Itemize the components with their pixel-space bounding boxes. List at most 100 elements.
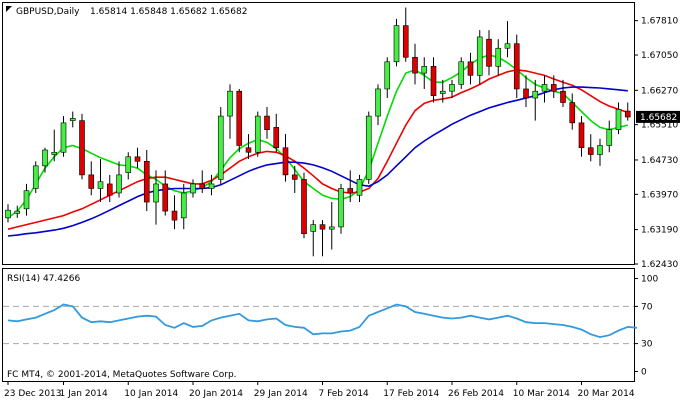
candle-body-down	[587, 147, 594, 155]
candle	[560, 79, 566, 108]
candle	[69, 111, 76, 128]
candle-body-down	[88, 174, 95, 189]
candle	[217, 107, 224, 184]
candle	[439, 79, 446, 103]
rsi-title: RSI(14) 47.4266	[7, 274, 80, 284]
candle	[476, 30, 483, 85]
candle	[384, 57, 391, 98]
candle	[375, 84, 381, 126]
date-tick-label: 29 Jan 2014	[254, 389, 308, 399]
rsi-axis-labels: 100 70 30 0	[634, 275, 658, 377]
candle-body-up	[227, 90, 233, 117]
candle	[5, 204, 11, 223]
date-tick-label: 23 Dec 2013	[4, 389, 62, 399]
price-tick-label: 1.65510	[641, 121, 678, 131]
candle	[60, 116, 67, 157]
candle-body-down	[245, 147, 252, 153]
footer-copyright: FC MT4, © 2001-2014, MetaQuotes Software…	[7, 370, 237, 380]
candle	[319, 220, 326, 257]
candle	[615, 102, 622, 135]
candle	[328, 202, 335, 250]
candle	[449, 79, 455, 98]
candle	[458, 57, 465, 89]
candle-body-up	[495, 47, 502, 67]
rsi-series-line	[7, 303, 638, 339]
date-tick-label: 17 Feb 2014	[383, 389, 439, 399]
candle	[550, 75, 557, 98]
candle-body-down	[412, 56, 418, 74]
candle-body-down	[236, 90, 243, 146]
rsi-tick-label: 100	[641, 275, 658, 285]
candle-body-down	[578, 122, 585, 149]
candle-body-down	[134, 156, 141, 162]
candle	[523, 75, 529, 108]
candle	[180, 183, 187, 230]
candle	[430, 57, 437, 103]
price-axis-labels: 1.67810 1.67050 1.66270 1.65510 1.64730 1.639…	[634, 17, 678, 270]
candle-body-up	[23, 190, 30, 210]
candle	[79, 113, 85, 180]
candle	[208, 174, 215, 196]
main-panel-frame	[2, 2, 635, 265]
candle	[587, 134, 594, 162]
candle	[282, 134, 289, 182]
candle-body-down	[199, 183, 206, 189]
date-tick-label: 20 Jan 2014	[189, 389, 243, 399]
candle	[190, 179, 196, 198]
candle-body-down	[106, 183, 113, 196]
candle-body-up	[180, 192, 187, 219]
candle-body-down	[319, 224, 326, 230]
candle-body-down	[301, 179, 307, 234]
rsi-panel-frame	[2, 268, 635, 382]
candle	[51, 129, 58, 162]
rsi-tick-label: 70	[641, 302, 653, 312]
candle-body-down	[143, 161, 150, 203]
candle-body-up	[42, 149, 48, 167]
price-tick-label: 1.62430	[641, 260, 678, 270]
candle	[199, 170, 206, 193]
date-tick-label: 26 Feb 2014	[448, 389, 504, 399]
candle-body-up	[384, 61, 391, 90]
candle-body-down	[467, 61, 474, 76]
candle	[513, 34, 520, 98]
price-tick-label: 1.67810	[641, 17, 678, 27]
candle	[338, 183, 344, 234]
candle	[347, 170, 354, 203]
candle-body-up	[14, 210, 21, 214]
candle-body-up	[421, 66, 428, 74]
candle	[541, 75, 548, 103]
candle-body-down	[171, 210, 178, 221]
candle-body-up	[615, 108, 622, 130]
price-tick-label: 1.66270	[641, 86, 678, 96]
candle	[134, 147, 141, 169]
candle	[245, 134, 252, 160]
candle-body-down	[430, 66, 437, 97]
candle	[495, 39, 502, 76]
candle-body-up	[208, 183, 215, 189]
candle	[467, 52, 474, 85]
candle	[236, 88, 243, 153]
candle-body-up	[69, 118, 76, 121]
candle	[254, 111, 261, 157]
candle	[365, 111, 372, 184]
price-tick-label: 1.63190	[641, 226, 678, 236]
candle-body-down	[569, 102, 576, 124]
candle-body-down	[162, 183, 169, 212]
candle-body-up	[356, 179, 363, 196]
chart-title: GBPUSD,Daily	[16, 7, 80, 17]
candle-body-up	[532, 90, 539, 99]
candle-body-down	[291, 174, 298, 180]
candle	[23, 183, 30, 216]
candle-body-up	[217, 115, 224, 180]
candle-body-down	[624, 110, 631, 118]
candle-body-up	[116, 174, 122, 194]
price-tick-label: 1.67050	[641, 51, 678, 61]
candle-body-up	[97, 181, 104, 189]
candle	[162, 170, 169, 216]
candle	[624, 102, 631, 121]
candle-body-up	[504, 43, 511, 49]
candle-body-up	[393, 25, 400, 63]
candle-body-down	[513, 43, 520, 90]
date-tick-label: 7 Feb 2014	[319, 389, 370, 399]
